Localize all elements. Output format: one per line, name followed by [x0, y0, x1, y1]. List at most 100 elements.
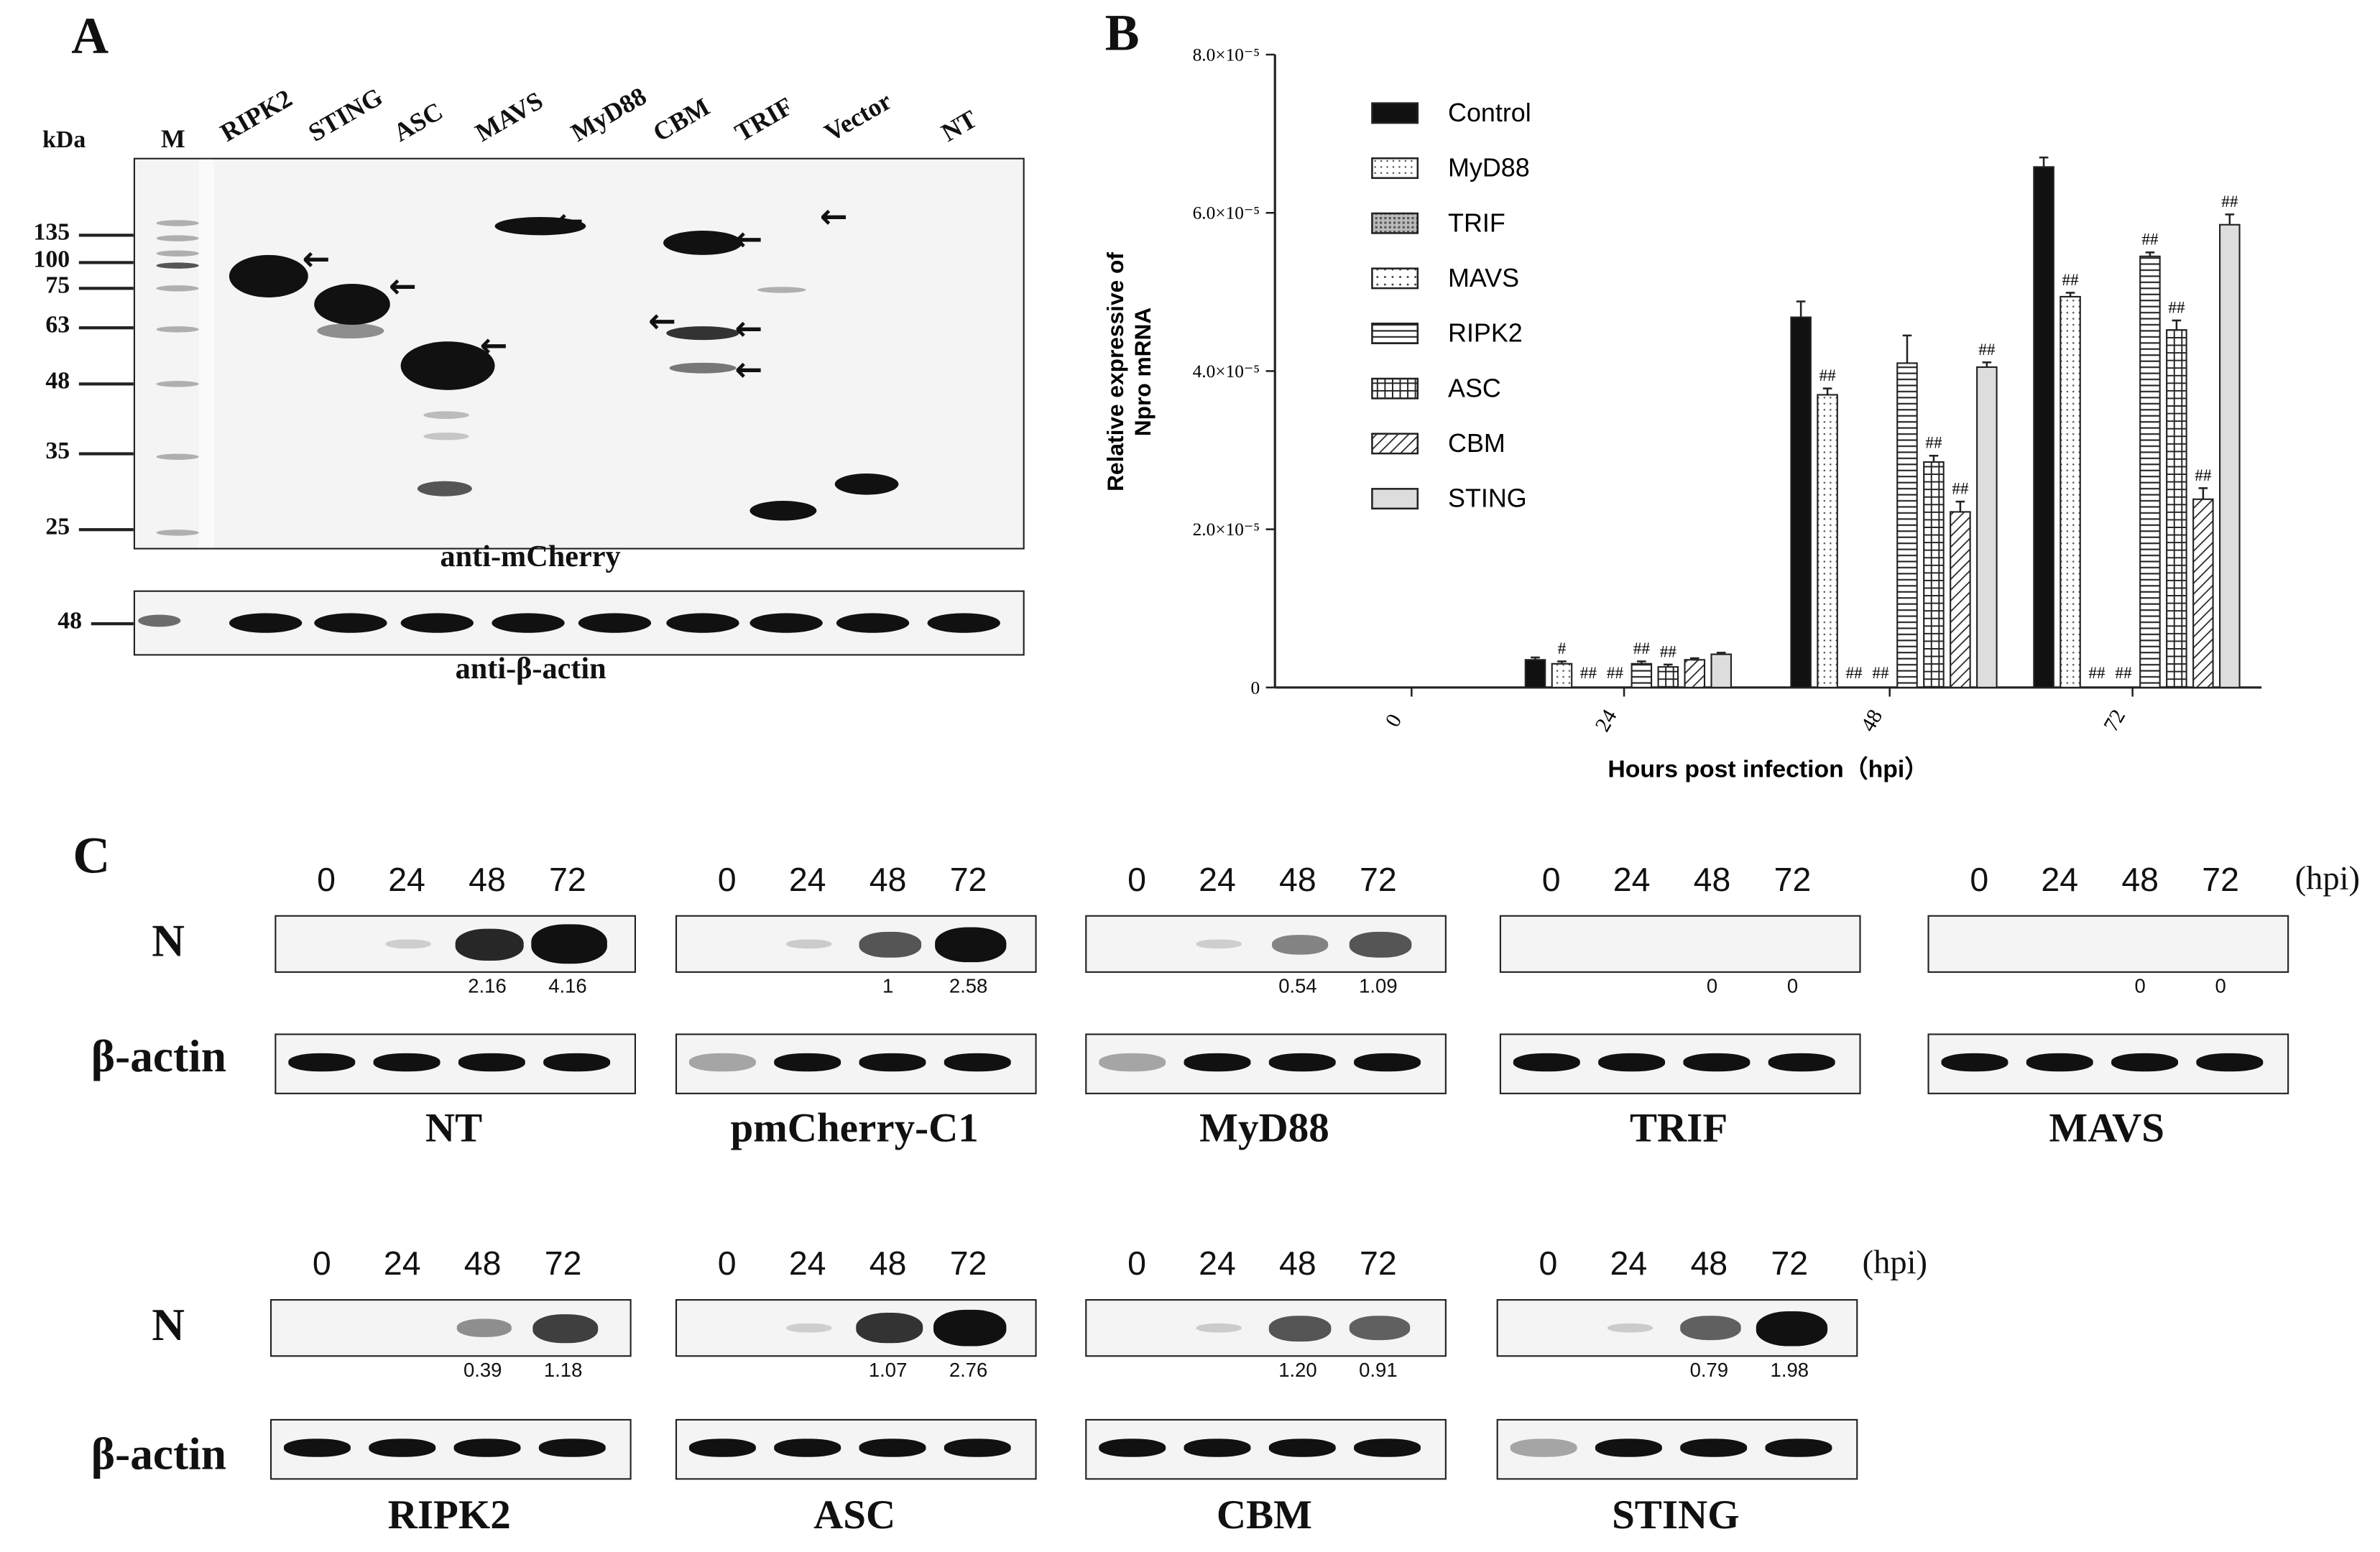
quantification-value: 0.91 — [1359, 1358, 1398, 1382]
legend-label: TRIF — [1448, 208, 1505, 237]
significance-mark: ## — [1925, 434, 1942, 453]
group-name: TRIF — [1629, 1104, 1728, 1151]
significance-mark: ## — [2115, 664, 2132, 683]
y-axis-label: Relative expressive of Npro mRNA — [1102, 252, 1156, 491]
bar — [2139, 255, 2161, 688]
time-label: 48 — [1693, 860, 1731, 899]
x-tick-label: 48 — [1857, 706, 1887, 736]
significance-mark: ## — [1580, 664, 1597, 683]
quantification-value: 0.39 — [463, 1358, 502, 1382]
time-label: 24 — [388, 860, 425, 899]
time-label: 72 — [1771, 1244, 1809, 1283]
time-label: 0 — [1970, 860, 1989, 899]
y-tick-label: 4.0×10⁻⁵ — [1193, 361, 1260, 382]
legend-swatch — [1371, 433, 1419, 455]
time-label: 24 — [1199, 860, 1236, 899]
time-label: 24 — [2041, 860, 2079, 899]
lane-label-ripk2: RIPK2 — [215, 83, 298, 148]
legend-swatch — [1371, 377, 1419, 399]
bar — [1790, 316, 1812, 688]
quantification-value: 0.54 — [1278, 974, 1317, 997]
time-label: 0 — [1541, 860, 1561, 899]
panel-c-letter: C — [73, 828, 111, 885]
significance-mark: ## — [1952, 480, 1969, 499]
legend-label: MAVS — [1448, 264, 1519, 292]
x-tick-label: 0 — [1381, 711, 1406, 731]
bar — [2060, 295, 2081, 688]
time-label: 0 — [1539, 1244, 1558, 1283]
significance-mark: # — [1558, 639, 1567, 658]
quantification-value: 2.58 — [949, 974, 988, 997]
quantification-value: 1.20 — [1278, 1358, 1317, 1382]
anti-actin-blot — [133, 590, 1025, 656]
lane-label-asc: ASC — [388, 96, 448, 148]
time-label: 48 — [1279, 860, 1316, 899]
time-label: 0 — [1127, 1244, 1146, 1283]
significance-mark: ## — [2062, 271, 2079, 290]
y-axis-label-line: Relative expressive of — [1102, 252, 1128, 491]
lane-label-sting: STING — [303, 82, 388, 148]
group-name: MyD88 — [1199, 1104, 1329, 1151]
time-label: 48 — [1690, 1244, 1728, 1283]
time-label: 24 — [788, 860, 826, 899]
n-blot — [275, 915, 637, 973]
time-label: 24 — [383, 1244, 421, 1283]
time-label: 0 — [1127, 860, 1146, 899]
actin-blot — [675, 1033, 1037, 1094]
legend-label: Control — [1448, 98, 1531, 127]
legend-swatch — [1371, 323, 1419, 345]
time-label: 72 — [549, 860, 586, 899]
y-tick-label: 2.0×10⁻⁵ — [1193, 519, 1260, 540]
bar — [1524, 659, 1546, 688]
panel-a-letter: A — [71, 9, 109, 65]
bar — [1817, 394, 1838, 688]
bar — [2166, 329, 2187, 688]
x-axis-label: Hours post infection（hpi） — [1608, 755, 1929, 782]
bar — [2192, 498, 2214, 688]
legend-swatch — [1371, 488, 1419, 510]
row-label-n: N — [152, 1301, 185, 1351]
actin-blot — [1085, 1418, 1447, 1480]
bar — [2219, 223, 2241, 688]
quantification-value: 2.16 — [468, 974, 507, 997]
significance-mark: ## — [1845, 664, 1863, 683]
bar — [1896, 362, 1918, 688]
actin-blot — [1085, 1033, 1447, 1094]
legend-swatch — [1371, 267, 1419, 290]
arrow-icon: ← — [388, 268, 417, 307]
arrow-icon: ← — [819, 198, 848, 237]
significance-mark: ## — [2168, 298, 2185, 317]
actin-blot — [675, 1418, 1037, 1480]
hpi-label: (hpi) — [2294, 859, 2360, 897]
quantification-value: 0 — [1786, 974, 1799, 997]
bar — [1684, 659, 1706, 688]
arrow-icon: ← — [302, 241, 331, 280]
n-blot — [1085, 915, 1447, 973]
bar — [1551, 662, 1573, 688]
lane-label-mavs: MAVS — [470, 86, 548, 148]
marker-48-bottom: 48 — [57, 608, 83, 634]
bar — [1976, 366, 1998, 688]
significance-mark: ## — [2221, 193, 2238, 211]
group-name: MAVS — [2049, 1104, 2165, 1151]
time-label: 72 — [544, 1244, 582, 1283]
hpi-label: (hpi) — [1862, 1242, 1927, 1281]
bar-chart: 0 2.0×10⁻⁵ 4.0×10⁻⁵ 6.0×10⁻⁵ 8.0×10⁻⁵ Relativ… — [1102, 45, 2262, 782]
marker-63: 63 — [45, 313, 70, 339]
legend-label: CBM — [1448, 429, 1505, 458]
significance-mark: ## — [2088, 664, 2105, 683]
quantification-value: 0 — [2215, 974, 2226, 997]
legend-swatch — [1371, 157, 1419, 180]
quantification-value: 0.79 — [1689, 1358, 1729, 1382]
actin-blot — [1927, 1033, 2289, 1094]
row-label-n: N — [152, 916, 185, 967]
legend-swatch — [1371, 102, 1419, 124]
group-name: RIPK2 — [387, 1492, 511, 1538]
lane-label-myd88: MyD88 — [566, 81, 652, 148]
y-tick-label: 8.0×10⁻⁵ — [1193, 45, 1260, 65]
lane-label-cbm: CBM — [647, 92, 715, 148]
marker-100: 100 — [33, 247, 70, 274]
quantification-value: 1.98 — [1770, 1358, 1809, 1382]
time-label: 72 — [949, 860, 987, 899]
time-label: 48 — [869, 860, 907, 899]
